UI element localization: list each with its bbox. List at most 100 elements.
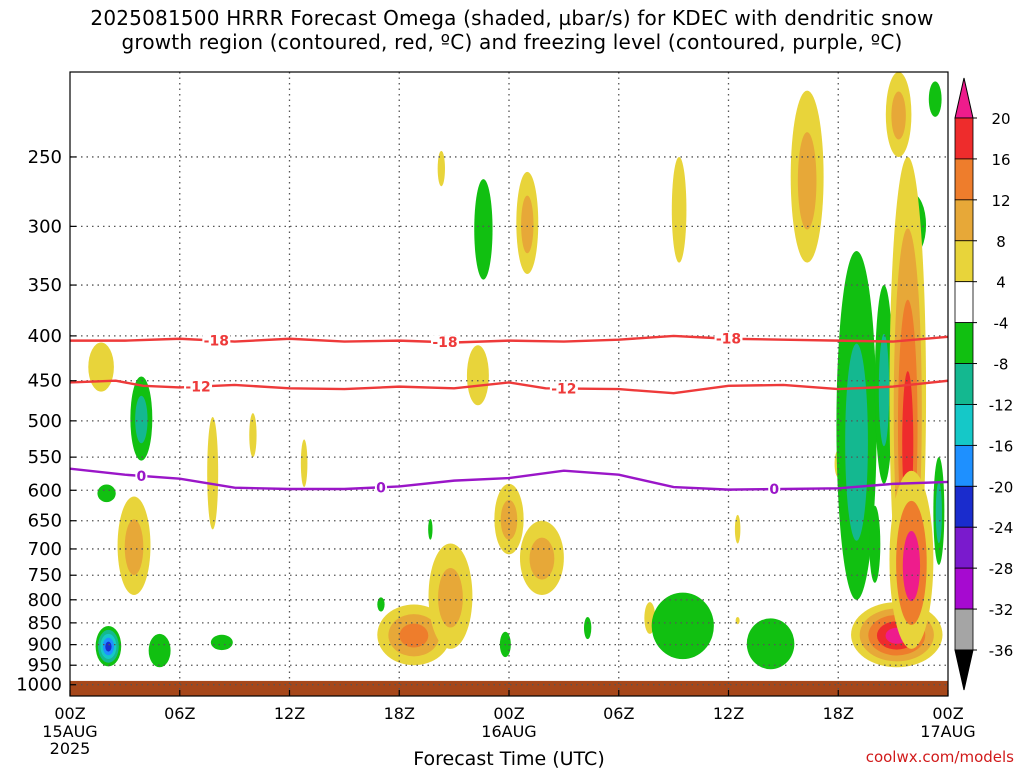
x-tick-sublabel-4-0: 16AUG bbox=[481, 722, 536, 741]
x-tick-sublabel-8-0: 17AUG bbox=[920, 722, 975, 741]
contour-label-1-0: -12 bbox=[185, 380, 210, 396]
contour-label-bg bbox=[768, 482, 781, 497]
omega-shade-16-0 bbox=[474, 179, 493, 280]
omega-shade-11-0 bbox=[428, 518, 433, 540]
contour-label-2-0: 0 bbox=[136, 469, 146, 485]
omega-shade-30-1 bbox=[845, 343, 868, 541]
omega-shade-14-0 bbox=[437, 150, 445, 187]
colorbar: 20 16 12 8 4 -4 -8 -12 -16 -20 -24 -28 -32 -36 bbox=[954, 77, 1014, 691]
colorbar-label-12: -32 bbox=[989, 601, 1014, 619]
contour-label-1-1: -12 bbox=[551, 381, 576, 397]
contour-label-bg bbox=[430, 335, 459, 350]
colorbar-bin-4 bbox=[954, 281, 974, 324]
colorbar-bottom-arrow bbox=[954, 649, 974, 691]
omega-shade-34-0 bbox=[869, 505, 881, 583]
colorbar-bin-3 bbox=[954, 240, 974, 283]
omega-shade-38-1 bbox=[935, 482, 942, 544]
omega-shade-6-0 bbox=[210, 634, 233, 651]
colorbar-bin-7 bbox=[954, 404, 974, 446]
colorbar-label-7: -12 bbox=[989, 396, 1014, 414]
colorbar-bin-1 bbox=[954, 158, 974, 201]
colorbar-bin-2 bbox=[954, 199, 974, 242]
omega-shade-8-0 bbox=[249, 413, 257, 458]
omega-shade-21-0 bbox=[583, 617, 592, 640]
colorbar-bin-6 bbox=[954, 363, 974, 405]
contour-label-0-2: -18 bbox=[716, 332, 741, 348]
omega-shade-18-1 bbox=[500, 499, 518, 540]
x-tick-label-1: 06Z bbox=[164, 704, 195, 723]
omega-shade-23-0 bbox=[671, 156, 687, 263]
contour-line-1 bbox=[70, 379, 948, 395]
colorbar-label-6: -8 bbox=[994, 356, 1009, 374]
omega-shade-27-0 bbox=[746, 618, 795, 670]
colorbar-label-8: -16 bbox=[989, 437, 1014, 455]
omega-shade-10-0 bbox=[377, 597, 385, 612]
x-tick-sublabel-0-1: 2025 bbox=[50, 739, 91, 758]
x-tick-label-0: 00Z bbox=[54, 704, 85, 723]
contour-label-bg bbox=[374, 480, 387, 495]
omega-shade-1-0 bbox=[97, 484, 116, 503]
x-tick-label-6: 12Z bbox=[713, 704, 744, 723]
omega-shade-4-1 bbox=[135, 395, 148, 444]
omega-shade-17-1 bbox=[521, 195, 534, 254]
colorbar-bin-5 bbox=[954, 322, 974, 364]
omega-shade-39-0 bbox=[928, 81, 942, 117]
y-tick-label-300: 300 bbox=[28, 216, 62, 237]
credit-text: coolwx.com/models bbox=[866, 748, 1014, 766]
colorbar-label-9: -20 bbox=[989, 478, 1014, 496]
colorbar-label-4: 4 bbox=[996, 274, 1006, 292]
y-tick-label-700: 700 bbox=[28, 539, 62, 560]
omega-shade-9-0 bbox=[300, 439, 308, 488]
y-tick-label-850: 850 bbox=[28, 613, 62, 634]
contour-label-bg bbox=[135, 468, 148, 483]
x-tick-label-5: 06Z bbox=[603, 704, 634, 723]
y-tick-label-800: 800 bbox=[28, 590, 62, 611]
contour-label-bg bbox=[202, 333, 231, 348]
colorbar-label-13: -36 bbox=[989, 642, 1014, 660]
omega-shade-12-2 bbox=[399, 623, 429, 648]
colorbar-label-2: 12 bbox=[991, 192, 1010, 210]
omega-shade-5-0 bbox=[148, 633, 171, 668]
y-tick-label-750: 750 bbox=[28, 565, 62, 586]
contour-label-2-1: 0 bbox=[376, 480, 386, 496]
omega-shade-28-1 bbox=[797, 132, 817, 230]
x-tick-label-2: 12Z bbox=[274, 704, 305, 723]
y-tick-label-950: 950 bbox=[28, 655, 62, 676]
y-tick-label-500: 500 bbox=[28, 411, 62, 432]
y-tick-label-350: 350 bbox=[28, 275, 62, 296]
x-tick-label-7: 18Z bbox=[823, 704, 854, 723]
colorbar-label-5: -4 bbox=[994, 315, 1009, 333]
omega-shade-13-1 bbox=[438, 567, 463, 628]
colorbar-label-3: 8 bbox=[996, 233, 1006, 251]
omega-shade-24-0 bbox=[651, 592, 714, 660]
chart-title-line2: growth region (contoured, red, ºC) and f… bbox=[121, 30, 903, 54]
contour-label-bg bbox=[184, 379, 213, 394]
chart-title: 2025081500 HRRR Forecast Omega (shaded, … bbox=[0, 6, 1024, 54]
chart-title-line1: 2025081500 HRRR Forecast Omega (shaded, … bbox=[90, 6, 934, 30]
colorbar-bin-8 bbox=[954, 444, 974, 487]
x-tick-label-3: 18Z bbox=[384, 704, 415, 723]
colorbar-bin-10 bbox=[954, 526, 974, 569]
omega-shade-25-0 bbox=[734, 514, 741, 544]
omega-shade-19-1 bbox=[529, 537, 555, 580]
contour-label-0-0: -18 bbox=[204, 334, 229, 350]
contour-label-bg bbox=[714, 331, 743, 346]
omega-shade-3-4 bbox=[105, 641, 112, 652]
y-tick-label-550: 550 bbox=[28, 447, 62, 468]
omega-shade-32-1 bbox=[891, 91, 906, 140]
omega-shade-37-2 bbox=[902, 530, 921, 602]
colorbar-bin-0 bbox=[954, 117, 974, 160]
x-tick-label-4: 00Z bbox=[493, 704, 524, 723]
omega-shade-2-1 bbox=[124, 519, 144, 575]
y-tick-label-250: 250 bbox=[28, 147, 62, 168]
colorbar-label-0: 20 bbox=[991, 110, 1010, 128]
y-tick-label-900: 900 bbox=[28, 635, 62, 656]
colorbar-bin-12 bbox=[954, 608, 974, 651]
y-tick-label-650: 650 bbox=[28, 511, 62, 532]
colorbar-bin-11 bbox=[954, 567, 974, 610]
omega-shade-31-1 bbox=[878, 333, 890, 447]
x-tick-label-8: 00Z bbox=[932, 704, 963, 723]
colorbar-label-10: -24 bbox=[989, 519, 1014, 537]
contour-label-0-1: -18 bbox=[432, 335, 457, 351]
